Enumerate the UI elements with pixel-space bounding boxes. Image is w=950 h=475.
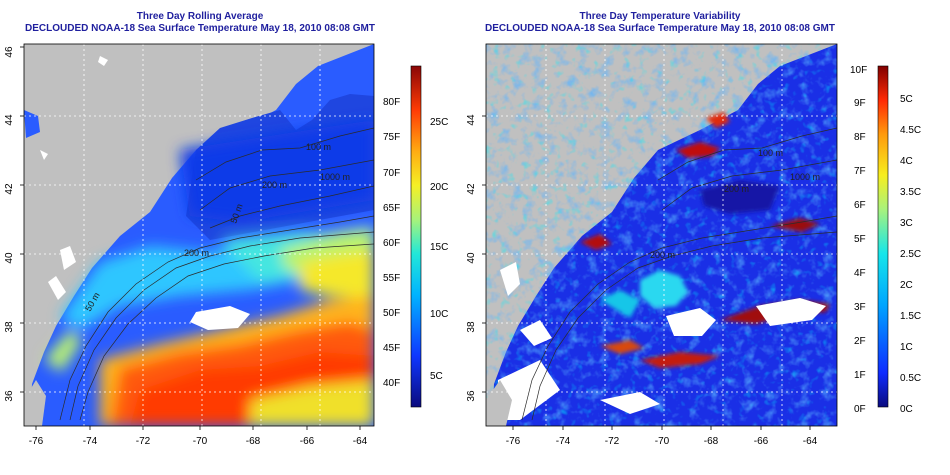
right-lon-axis: -76 -74 -72 -70 -68 -66 -64 [506,426,818,447]
right-colorbar-f-label: 8F [854,132,866,143]
right-colorbar-f-label: 9F [854,98,866,109]
right-lat-tick: 38 [466,321,477,333]
right-colorbar-c-label: 3C [900,218,913,229]
right-map-title: Three Day Temperature Variability [579,11,741,22]
right-colorbar-c-label: 2C [900,280,913,291]
left-lon-tick: -70 [193,436,208,447]
right-contour-labels: 100 m 200 m 1000 m 200 m [650,148,820,260]
left-lon-tick: -64 [353,436,368,447]
right-colorbar-f-label: 0F [854,404,866,415]
right-contour-label: 200 m [724,184,749,194]
right-map-subtitle: DECLOUDED NOAA-18 Sea Surface Temperatur… [485,23,835,34]
right-colorbar-c-label: 5C [900,94,913,105]
right-contour-label: 100 m [758,148,783,158]
left-map-subtitle: DECLOUDED NOAA-18 Sea Surface Temperatur… [25,23,375,34]
left-contour-label: 200 m [184,248,209,258]
right-colorbar-c-label: 4C [900,156,913,167]
right-contour-label: 200 m [650,250,675,260]
left-lat-tick: 42 [4,183,15,195]
left-lat-axis: 36 38 40 42 44 46 [4,46,24,402]
right-lon-tick: -64 [803,436,818,447]
right-colorbar-f-label: 7F [854,166,866,177]
left-colorbar-f-label: 70F [383,168,400,179]
left-lat-tick: 40 [4,252,15,264]
left-map-title-block: Three Day Rolling Average DECLOUDED NOAA… [20,11,380,35]
left-contour-label: 100 m [306,142,331,152]
right-bathymetry-contours [521,127,837,421]
left-colorbar-f-label: 75F [383,132,400,143]
left-nw-lake [24,110,40,138]
left-colorbar-c-label: 25C [430,117,448,128]
right-map: 100 m 200 m 1000 m 200 m 36 38 40 42 44 … [466,43,921,447]
right-colorbar-c-label: 0C [900,404,913,415]
left-colorbar-f-label: 80F [383,97,400,108]
right-colorbar-f-label: 4F [854,268,866,279]
left-colorbar: 40F 45F 50F 55F 60F 65F 70F 75F 80F 5C 1… [383,65,448,408]
left-lon-tick: -76 [29,436,44,447]
left-lat-tick: 44 [4,114,15,126]
left-colorbar-f-label: 50F [383,308,400,319]
left-colorbar-f-label: 45F [383,343,400,354]
left-lon-tick: -72 [136,436,151,447]
right-gridlines [486,44,837,426]
right-lat-tick: 40 [466,252,477,264]
left-colorbar-f-label: 55F [383,273,400,284]
right-contour-label: 1000 m [790,172,820,182]
right-lon-tick: -72 [605,436,620,447]
right-colorbar-c-label: 1C [900,342,913,353]
left-lat-tick: 36 [4,390,15,402]
left-lon-axis: -76 -74 -72 -70 -68 -66 -64 [29,426,368,447]
left-lat-tick: 38 [4,321,15,333]
right-colorbar-f-label: 3F [854,302,866,313]
left-lon-tick: -68 [246,436,261,447]
left-bathymetry-contours [59,127,374,421]
right-lon-tick: -70 [655,436,670,447]
right-colorbar-f-label: 1F [854,370,866,381]
right-lat-axis: 36 38 40 42 44 [466,114,486,402]
right-cloud-masks [498,262,826,420]
left-cloud-masks [40,56,250,330]
right-lon-tick: -76 [506,436,521,447]
left-colorbar-c-label: 15C [430,242,448,253]
right-lat-tick: 44 [466,114,477,126]
right-colorbar-c-label: 3.5C [900,187,921,198]
left-lon-tick: -74 [83,436,98,447]
left-colorbar-ramp [410,65,422,408]
left-sst-field [44,120,374,426]
left-gridlines [24,44,374,426]
right-colorbar-c-label: 2.5C [900,249,921,260]
right-colorbar-f-label: 2F [854,336,866,347]
left-colorbar-f-label: 60F [383,238,400,249]
left-colorbar-f-label: 40F [383,378,400,389]
left-map-frame [23,43,375,427]
right-colorbar-f-label: 10F [850,65,867,76]
left-lon-tick: -66 [300,436,315,447]
left-colorbar-c-label: 20C [430,182,448,193]
right-colorbar: 0F 1F 2F 3F 4F 5F 6F 7F 8F 9F 10F 0C 0.5… [850,65,921,415]
right-lat-tick: 36 [466,390,477,402]
right-colorbar-c-label: 4.5C [900,125,921,136]
right-colorbar-c-label: 1.5C [900,311,921,322]
right-lon-tick: -66 [754,436,769,447]
right-lat-tick: 42 [466,183,477,195]
right-colorbar-ramp [877,65,889,408]
right-colorbar-f-label: 5F [854,234,866,245]
left-contour-label: 1000 m [320,172,350,182]
left-contour-label: 200 m [262,180,287,190]
left-map-title: Three Day Rolling Average [136,11,264,22]
left-colorbar-c-label: 10C [430,309,448,320]
left-map: 100 m 200 m 1000 m 50 m 200 m 50 m 36 38… [4,43,448,447]
right-map-frame [485,43,838,427]
left-colorbar-f-label: 65F [383,203,400,214]
right-colorbar-c-label: 0.5C [900,373,921,384]
right-lon-tick: -68 [704,436,719,447]
left-lat-tick: 46 [4,46,15,58]
right-colorbar-f-label: 6F [854,200,866,211]
right-lon-tick: -74 [556,436,571,447]
left-colorbar-c-label: 5C [430,371,443,382]
right-map-title-block: Three Day Temperature Variability DECLOU… [470,11,850,35]
